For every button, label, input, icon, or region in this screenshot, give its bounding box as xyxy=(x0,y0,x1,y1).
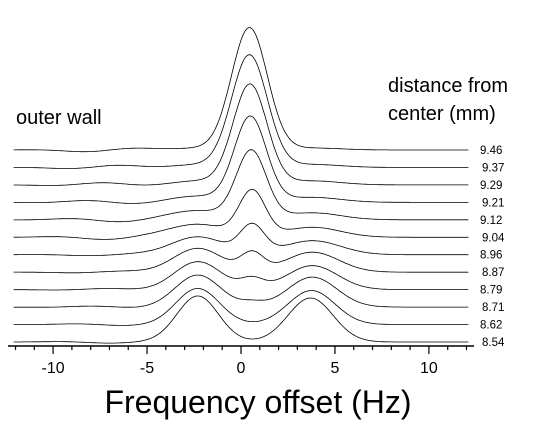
distance-annotation-line2: center (mm) xyxy=(388,103,496,125)
distance-labels: 9.46 9.37 9.29 9.21 9.12 9.04 8.96 8.87 8.79 8.71… xyxy=(480,145,505,349)
spectrum-trace-8.62 xyxy=(13,288,469,326)
spectrum-trace-9.04 xyxy=(13,188,469,240)
distance-label-9.46: 9.46 xyxy=(480,145,502,157)
spectrum-trace-8.71 xyxy=(13,274,469,308)
distance-label-8.71: 8.71 xyxy=(482,302,504,314)
x-tick-label: -5 xyxy=(140,360,154,377)
x-tick-label: 10 xyxy=(420,360,438,377)
spectrum-trace-9.12 xyxy=(13,149,469,223)
x-axis-label: Frequency offset (Hz) xyxy=(104,384,411,420)
distance-label-9.37: 9.37 xyxy=(482,162,504,174)
distance-label-9.04: 9.04 xyxy=(482,232,505,244)
spectrum-trace-8.79 xyxy=(13,261,469,291)
x-tick-label: 5 xyxy=(330,360,339,377)
spectrum-trace-9.37 xyxy=(13,54,469,169)
x-tick-label: -10 xyxy=(42,360,65,377)
distance-label-8.54: 8.54 xyxy=(482,337,505,349)
distance-label-8.87: 8.87 xyxy=(482,267,504,279)
x-tick-label: 0 xyxy=(237,360,246,377)
x-axis-ticks: -10 -5 0 5 10 xyxy=(14,346,468,377)
distance-label-9.12: 9.12 xyxy=(480,215,502,227)
distance-label-9.29: 9.29 xyxy=(480,180,502,192)
distance-annotation-line1: distance from xyxy=(388,75,508,97)
outer-wall-annotation: outer wall xyxy=(16,107,102,129)
distance-label-8.62: 8.62 xyxy=(480,320,502,332)
distance-label-8.79: 8.79 xyxy=(480,285,502,297)
spectrum-trace-8.96 xyxy=(13,222,469,256)
spectrum-trace-9.21 xyxy=(13,115,469,204)
distance-label-9.21: 9.21 xyxy=(482,197,504,209)
spectrum-trace-8.87 xyxy=(13,247,469,274)
spectrum-trace-8.54 xyxy=(13,295,469,344)
spectrum-trace-9.29 xyxy=(13,83,469,186)
spectrum-trace-9.46 xyxy=(13,27,469,153)
spectra-traces xyxy=(13,27,469,344)
distance-label-8.96: 8.96 xyxy=(480,250,502,262)
